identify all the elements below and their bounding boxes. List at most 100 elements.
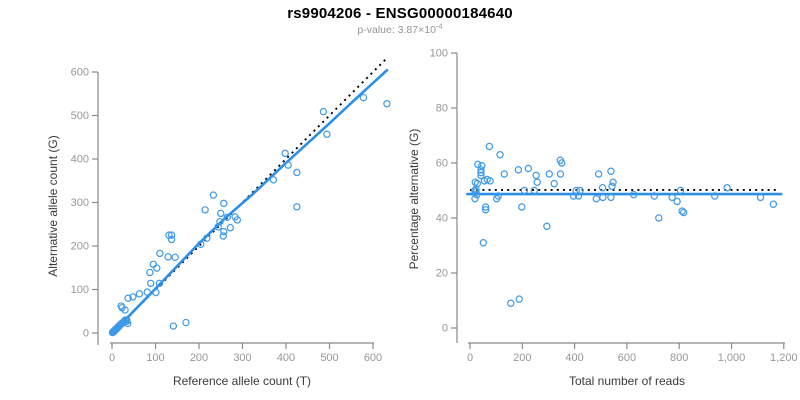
- left-scatter-plot: 0 100 200 300 400 500 600 0 100 200 300 400 500 600 Re…: [46, 57, 391, 388]
- data-point: [673, 197, 681, 206]
- x-tick-label: 1,000: [718, 352, 746, 364]
- data-point: [678, 207, 686, 215]
- y-tick-label: 600: [71, 67, 89, 79]
- x-tick-label: 0: [467, 352, 473, 364]
- data-point: [201, 206, 209, 214]
- y-tick-label: 300: [71, 197, 89, 209]
- x-tick-label: 1,200: [770, 352, 798, 364]
- data-point: [123, 316, 131, 324]
- data-point: [182, 318, 190, 327]
- data-point: [477, 166, 485, 174]
- data-point: [481, 206, 490, 214]
- data-point: [607, 193, 615, 202]
- pvalue-text: p-value: 3.87×10: [357, 24, 436, 36]
- data-point: [293, 168, 301, 177]
- data-point: [494, 192, 502, 200]
- y-tick-label: 40: [436, 213, 448, 225]
- x-tick-label: 400: [565, 352, 583, 364]
- data-point: [723, 184, 731, 192]
- data-point: [477, 171, 485, 180]
- y-tick-label: 0: [442, 323, 448, 335]
- identity-line: [111, 57, 388, 334]
- y-axis-title: Alternative allele count (G): [46, 135, 60, 276]
- x-tick-label: 200: [513, 352, 531, 364]
- data-point: [592, 195, 601, 203]
- data-point: [135, 290, 144, 298]
- data-point: [171, 253, 179, 262]
- data-point: [556, 170, 565, 178]
- data-point: [284, 161, 292, 169]
- data-point: [124, 294, 132, 302]
- data-point: [472, 185, 480, 193]
- data-point: [479, 239, 488, 247]
- right-scatter-plot: 0 20 40 60 80 100 0 200 400 600 800 1,000 1,200 Total…: [407, 48, 798, 389]
- data-point: [143, 288, 151, 296]
- data-point: [524, 164, 533, 173]
- data-point: [486, 177, 494, 185]
- data-point: [167, 231, 176, 239]
- y-tick-label: 400: [71, 154, 89, 166]
- data-point: [543, 222, 551, 230]
- data-point: [533, 178, 541, 186]
- data-point: [121, 306, 129, 314]
- data-point: [156, 249, 164, 258]
- data-point: [607, 167, 615, 175]
- data-point: [594, 170, 603, 178]
- data-point: [520, 186, 529, 195]
- data-point: [756, 193, 765, 202]
- data-point: [220, 199, 228, 208]
- data-point: [129, 293, 137, 301]
- x-axis-title: Reference allele count (T): [173, 374, 311, 388]
- y-tick-label: 100: [71, 284, 89, 296]
- data-point: [507, 299, 515, 307]
- data-point: [220, 227, 228, 236]
- x-tick-label: 100: [146, 352, 164, 364]
- data-point: [478, 162, 486, 170]
- x-tick-label: 0: [109, 352, 115, 364]
- data-point: [359, 93, 368, 102]
- data-point: [474, 160, 482, 169]
- data-point: [383, 100, 391, 108]
- y-tick-label: 100: [430, 48, 448, 60]
- data-point: [209, 191, 218, 199]
- data-point: [769, 200, 778, 208]
- data-point: [569, 192, 578, 200]
- data-point: [153, 264, 161, 272]
- data-point: [323, 130, 331, 138]
- data-point: [219, 232, 228, 240]
- data-point: [679, 208, 688, 217]
- data-point: [203, 234, 211, 242]
- data-point: [216, 217, 224, 226]
- data-point: [496, 151, 504, 159]
- y-tick-label: 0: [83, 328, 89, 340]
- data-point: [149, 260, 158, 268]
- data-point: [217, 209, 225, 218]
- data-point: [574, 192, 583, 200]
- data-point: [515, 295, 523, 303]
- data-point: [558, 159, 566, 167]
- x-axis-title: Total number of reads: [569, 374, 685, 388]
- x-tick-label: 600: [618, 352, 636, 364]
- x-tick-label: 300: [233, 352, 251, 364]
- data-point: [655, 214, 663, 222]
- data-point: [293, 203, 301, 211]
- fit-line: [110, 68, 389, 335]
- data-point: [471, 195, 479, 203]
- data-point: [481, 203, 490, 211]
- data-point: [473, 190, 481, 199]
- pvalue-exponent: -4: [435, 21, 443, 31]
- x-tick-label: 600: [364, 352, 382, 364]
- data-point: [485, 142, 494, 151]
- data-point: [676, 186, 685, 195]
- data-point: [711, 192, 719, 200]
- data-point: [629, 190, 638, 199]
- data-point: [233, 216, 241, 224]
- data-point: [471, 186, 479, 195]
- data-point: [155, 279, 164, 288]
- x-tick-label: 200: [190, 352, 208, 364]
- data-point: [269, 176, 278, 184]
- x-tick-label: 500: [320, 352, 338, 364]
- y-tick-label: 80: [436, 103, 448, 115]
